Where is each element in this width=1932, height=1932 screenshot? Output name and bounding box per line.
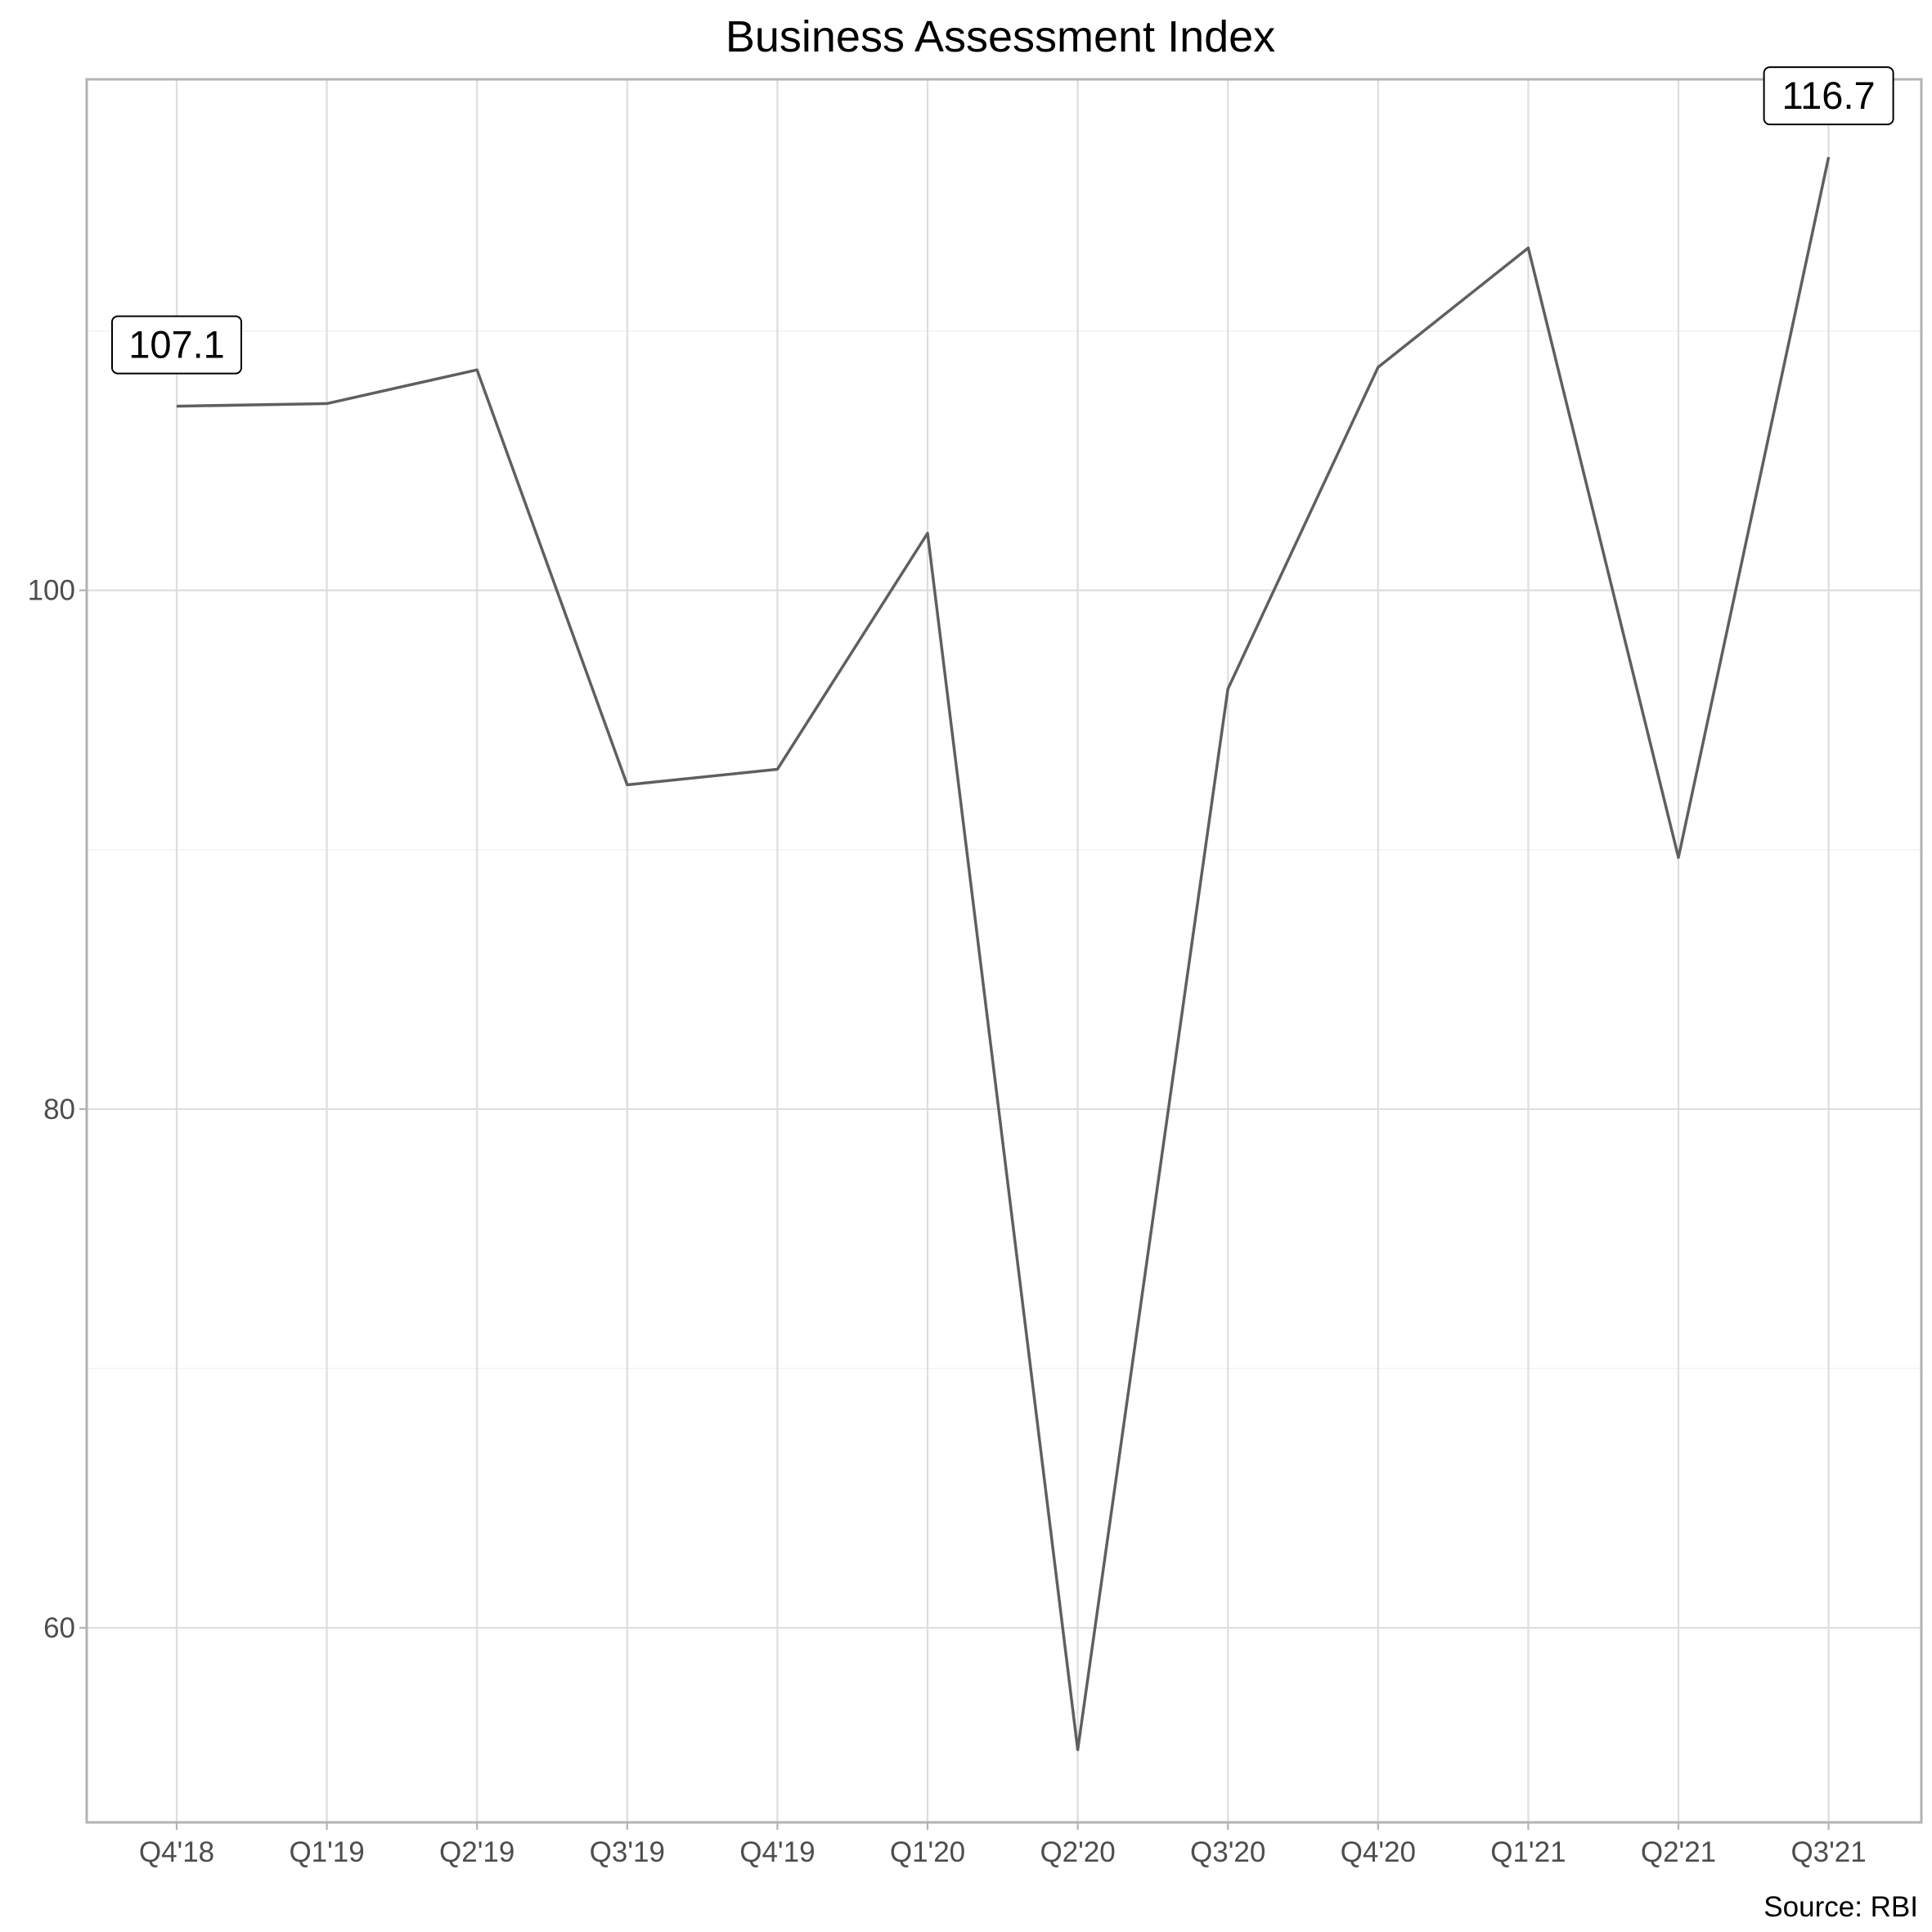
series-line (176, 156, 1831, 1751)
chart-title: Business Assessment Index (726, 12, 1275, 61)
x-tick-label: Q2'20 (1040, 1836, 1115, 1868)
y-tick-label: 60 (43, 1612, 75, 1644)
x-tick-label: Q1'19 (289, 1836, 364, 1868)
data-label: 107.1 (111, 315, 242, 375)
axes: 60 80 100 Q4'18 Q1'19 Q2'19 Q3'19 Q4'19 Q1'20 Q2'… (28, 575, 1867, 1868)
x-tick-label: Q4'18 (139, 1836, 214, 1868)
x-tick-label: Q1'21 (1490, 1836, 1566, 1868)
data-label: 116.7 (1763, 66, 1894, 126)
x-tick-label: Q3'21 (1790, 1836, 1866, 1868)
series-layer (176, 156, 1831, 1751)
data-label-text: 107.1 (128, 323, 225, 366)
plot-panel-border (85, 78, 1923, 1824)
data-label-text: 116.7 (1782, 74, 1876, 117)
gridlines (87, 79, 1921, 1822)
y-tick-label: 100 (28, 575, 75, 607)
x-tick-label: Q3'19 (590, 1836, 665, 1868)
y-tick-label: 80 (43, 1094, 75, 1126)
data-labels: 107.1 116.7 (111, 66, 1894, 375)
x-tick-label: Q4'20 (1341, 1836, 1416, 1868)
x-tick-label: Q1'20 (890, 1836, 965, 1868)
x-tick-label: Q4'19 (739, 1836, 815, 1868)
x-tick-label: Q2'19 (439, 1836, 514, 1868)
source-caption: Source: RBI (1764, 1891, 1918, 1923)
x-tick-label: Q2'21 (1641, 1836, 1716, 1868)
data-label-box (111, 315, 242, 375)
data-label-box (1763, 66, 1894, 126)
x-tick-label: Q3'20 (1190, 1836, 1265, 1868)
